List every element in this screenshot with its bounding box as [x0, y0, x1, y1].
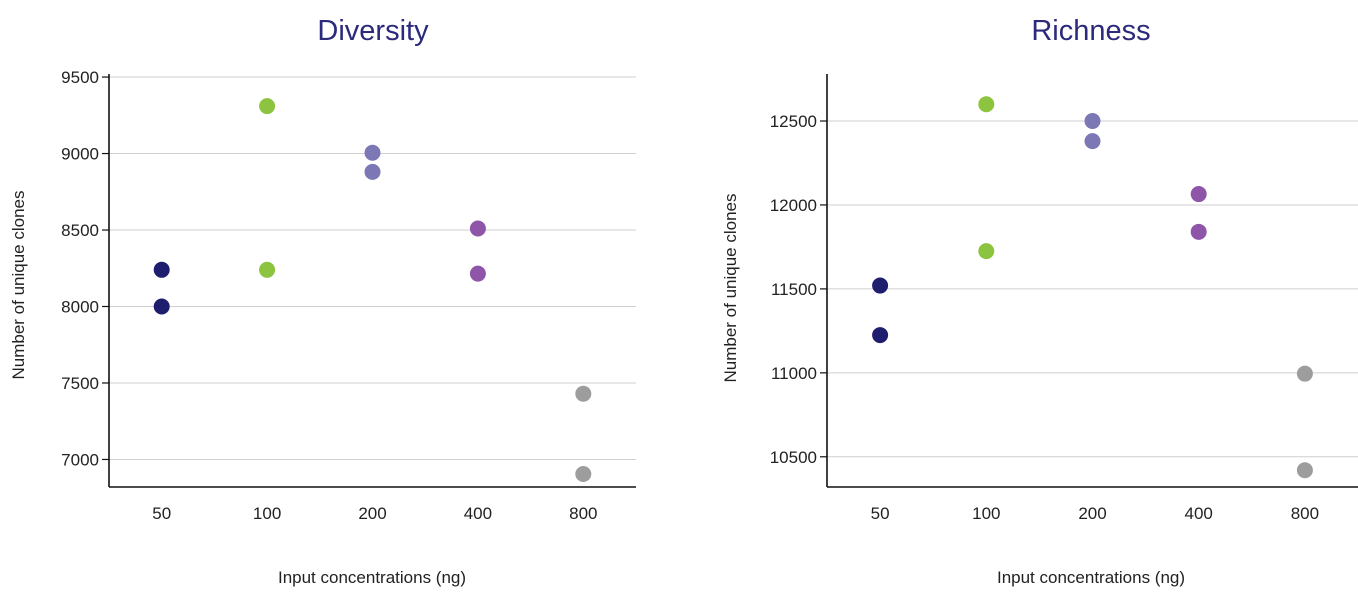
- y-tick-label: 10500: [770, 448, 817, 467]
- y-tick-label: 9000: [61, 145, 99, 164]
- x-tick-label: 200: [1078, 504, 1106, 523]
- x-tick-label: 800: [1291, 504, 1319, 523]
- x-axis-label: Input concentrations (ng): [278, 568, 466, 587]
- y-tick-label: 7000: [61, 450, 99, 469]
- chart-title: Richness: [1031, 15, 1150, 47]
- y-tick-label: 7500: [61, 374, 99, 393]
- gridlines: [827, 120, 1358, 458]
- x-tick-label: 100: [972, 504, 1000, 523]
- y-axis-label: Number of unique clones: [9, 190, 28, 379]
- data-point: [469, 265, 486, 282]
- gridlines: [109, 76, 636, 460]
- data-point: [872, 277, 889, 294]
- data-point: [978, 96, 995, 113]
- data-point: [1084, 113, 1101, 130]
- data-point: [1190, 223, 1207, 240]
- diversity-chart: Diversity Input concentrations (ng) Numb…: [9, 15, 636, 587]
- data-point: [469, 220, 486, 237]
- chart-title: Diversity: [317, 15, 429, 47]
- richness-chart-svg: Richness Input concentrations (ng) Numbe…: [721, 15, 1358, 587]
- data-point: [259, 98, 276, 115]
- data-points: [872, 96, 1313, 479]
- y-tick-label: 12500: [770, 112, 817, 131]
- y-axis-label: Number of unique clones: [721, 193, 740, 382]
- data-point: [872, 327, 889, 344]
- y-tick-label: 11000: [771, 364, 817, 383]
- data-point: [575, 465, 592, 482]
- y-tick-label: 8500: [61, 221, 99, 240]
- x-tick-label: 50: [871, 504, 890, 523]
- y-axis-ticks: 10500 11000 11500 12000 12500: [770, 112, 827, 467]
- diversity-chart-svg: Diversity Input concentrations (ng) Numb…: [9, 15, 636, 587]
- x-axis-ticks: 50 100 200 400 800: [871, 504, 1319, 523]
- y-axis-ticks: 7000 7500 8000 8500 9000 9500: [61, 68, 109, 469]
- x-axis-label: Input concentrations (ng): [997, 568, 1185, 587]
- data-point: [153, 261, 170, 278]
- x-tick-label: 100: [253, 504, 281, 523]
- x-tick-label: 800: [569, 504, 597, 523]
- data-point: [1296, 365, 1313, 382]
- y-tick-label: 9500: [61, 68, 99, 87]
- data-point: [1296, 462, 1313, 479]
- x-tick-label: 400: [1185, 504, 1213, 523]
- data-point: [153, 298, 170, 315]
- data-points: [153, 98, 592, 482]
- data-point: [978, 243, 995, 260]
- x-tick-label: 50: [152, 504, 171, 523]
- data-point: [575, 385, 592, 402]
- data-point: [364, 163, 381, 180]
- y-tick-label: 11500: [771, 280, 817, 299]
- data-point: [259, 261, 276, 278]
- y-tick-label: 8000: [61, 298, 99, 317]
- data-point: [1084, 133, 1101, 150]
- x-tick-label: 400: [464, 504, 492, 523]
- data-point: [364, 144, 381, 161]
- y-tick-label: 12000: [770, 196, 817, 215]
- x-axis-ticks: 50 100 200 400 800: [152, 504, 597, 523]
- richness-chart: Richness Input concentrations (ng) Numbe…: [679, 0, 1358, 593]
- x-tick-label: 200: [358, 504, 386, 523]
- data-point: [1190, 186, 1207, 203]
